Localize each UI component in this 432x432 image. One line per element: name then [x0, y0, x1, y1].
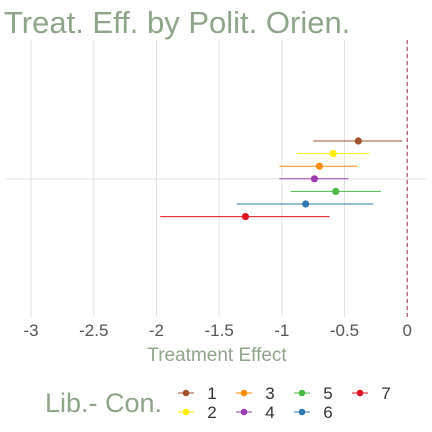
point-5: [332, 187, 340, 195]
point-6: [302, 200, 310, 208]
chart-title: Treat. Eff. by Polit. Orien.: [4, 5, 350, 40]
legend-item-6: 6: [294, 403, 333, 422]
legend-key-point: [298, 408, 306, 416]
legend-key-point: [182, 408, 190, 416]
legend-label: 4: [265, 403, 274, 422]
legend-item-7: 7: [352, 384, 391, 403]
x-tick-label: -1: [274, 321, 289, 340]
point-2: [329, 150, 337, 158]
legend-key-point: [240, 408, 248, 416]
plot-area: [6, 40, 426, 317]
x-tick-label: -2: [149, 321, 164, 340]
legend-item-5: 5: [294, 384, 333, 403]
legend-label: 6: [323, 403, 332, 422]
legend-item-1: 1: [178, 384, 217, 403]
x-tick-label: -3: [24, 321, 39, 340]
legend-item-2: 2: [178, 403, 217, 422]
x-axis-ticks: -3 -2.5 -2 -1.5 -1 -0.5 0: [24, 321, 412, 340]
x-tick-label: -0.5: [330, 321, 359, 340]
legend-key-point: [240, 389, 248, 397]
point-1: [354, 137, 362, 145]
point-3: [315, 162, 324, 170]
legend-label: 2: [207, 403, 216, 422]
legend-key-point: [298, 389, 306, 397]
x-axis-label: Treatment Effect: [147, 345, 287, 366]
x-tick-label: -2.5: [79, 321, 108, 340]
legend-key-point: [356, 389, 364, 397]
legend-title: Lib.- Con.: [45, 388, 162, 418]
x-tick-label: 0: [402, 321, 411, 340]
legend-label: 5: [323, 384, 332, 403]
legend-key-point: [182, 389, 190, 397]
legend: Lib.- Con. 12 34 56 7: [45, 384, 391, 422]
x-tick-label: -1.5: [204, 321, 233, 340]
legend-item-3: 3: [236, 384, 275, 403]
legend-label: 3: [265, 384, 274, 403]
point-4: [310, 175, 319, 183]
legend-label: 7: [381, 384, 390, 403]
legend-item-4: 4: [236, 403, 275, 422]
legend-label: 1: [207, 384, 216, 403]
point-7: [241, 213, 250, 221]
